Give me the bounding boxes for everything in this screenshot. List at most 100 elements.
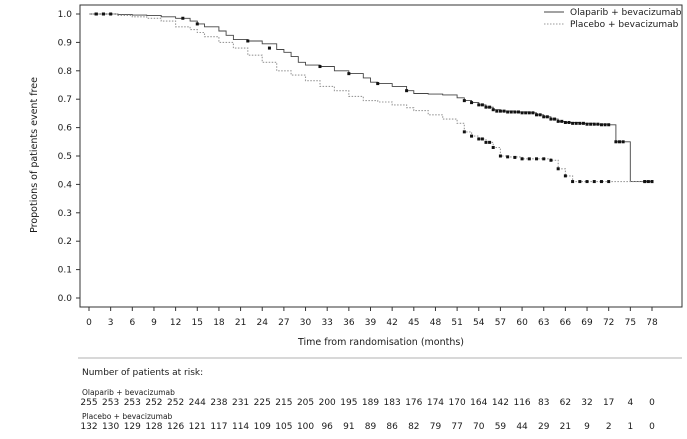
- censor-mark-olaparib: [267, 46, 271, 50]
- censor-mark-placebo: [578, 180, 582, 184]
- y-tick-label: 0.0: [58, 294, 73, 304]
- censor-mark-olaparib: [535, 113, 539, 117]
- x-tick-label: 57: [495, 318, 506, 328]
- x-tick-label: 18: [213, 318, 225, 328]
- censor-mark-olaparib: [556, 119, 560, 123]
- censor-mark-olaparib: [509, 110, 513, 114]
- censor-mark-placebo: [571, 180, 575, 184]
- censor-mark-placebo: [94, 12, 98, 16]
- x-tick-label: 48: [430, 318, 442, 328]
- y-axis-label: Propotions of patients event free: [29, 77, 40, 233]
- x-tick-label: 12: [170, 318, 181, 328]
- x-tick-label: 9: [151, 318, 157, 328]
- censor-mark-olaparib: [527, 111, 531, 115]
- censor-mark-placebo: [513, 155, 517, 159]
- x-tick-label: 0: [86, 318, 92, 328]
- x-tick-label: 54: [473, 318, 485, 328]
- censor-mark-placebo: [643, 180, 647, 184]
- x-tick-label: 66: [560, 318, 572, 328]
- censor-mark-olaparib: [480, 103, 484, 107]
- plot-frame: [79, 4, 683, 308]
- censor-mark-placebo: [650, 180, 654, 184]
- y-tick-label: 1.0: [58, 10, 73, 20]
- legend-label-olaparib: Olaparib + bevacizumab: [570, 8, 682, 18]
- censor-mark-placebo: [484, 140, 488, 144]
- x-tick-label: 6: [129, 318, 135, 328]
- censor-mark-placebo: [520, 157, 524, 161]
- y-tick-label: 0.1: [58, 266, 72, 276]
- censor-mark-olaparib: [347, 72, 351, 76]
- y-tick-label: 0.4: [58, 180, 73, 190]
- y-tick-label: 0.2: [58, 237, 72, 247]
- legend: Olaparib + bevacizumab Placebo + bevaciz…: [544, 8, 682, 30]
- x-tick-label: 72: [603, 318, 614, 328]
- y-tick-label: 0.6: [58, 124, 73, 134]
- x-tick-label: 60: [516, 318, 528, 328]
- censor-mark-olaparib: [578, 121, 582, 125]
- y-axis: 0.0 0.1 0.2 0.3 0.4 0.5 0.6 0.7 0.8 0.9 1.0: [58, 10, 80, 304]
- censor-mark-olaparib: [462, 99, 466, 103]
- censor-mark-olaparib: [506, 110, 510, 114]
- censor-mark-olaparib: [376, 82, 380, 86]
- censor-mark-placebo: [563, 174, 567, 178]
- censor-mark-olaparib: [109, 12, 113, 16]
- censor-mark-olaparib: [585, 122, 589, 126]
- x-tick-label: 27: [278, 318, 289, 328]
- censor-mark-olaparib: [498, 109, 502, 113]
- censor-mark-olaparib: [470, 101, 474, 105]
- censor-mark-olaparib: [318, 65, 322, 69]
- y-tick-label: 0.3: [58, 209, 72, 219]
- censor-mark-olaparib: [495, 109, 499, 113]
- x-tick-label: 36: [343, 318, 355, 328]
- censor-mark-placebo: [480, 137, 484, 141]
- censor-mark-olaparib: [618, 140, 622, 144]
- censor-mark-placebo: [470, 134, 474, 138]
- censor-mark-olaparib: [596, 122, 600, 126]
- censor-mark-olaparib: [581, 121, 585, 125]
- series-line-olaparib: [89, 13, 652, 183]
- censor-mark-placebo: [462, 130, 466, 134]
- censor-mark-olaparib: [542, 115, 546, 119]
- censor-mark-placebo: [498, 154, 502, 158]
- censor-mark-olaparib: [531, 111, 535, 115]
- censor-mark-olaparib: [621, 140, 625, 144]
- censor-mark-olaparib: [560, 119, 564, 123]
- censor-mark-placebo: [556, 167, 560, 171]
- censor-mark-placebo: [549, 158, 553, 162]
- censor-mark-placebo: [477, 137, 481, 141]
- series-layer: [89, 13, 652, 183]
- censor-mark-olaparib: [516, 110, 520, 114]
- x-tick-label: 39: [365, 318, 377, 328]
- x-tick-label: 33: [321, 318, 332, 328]
- censor-mark-olaparib: [538, 113, 542, 117]
- x-tick-label: 63: [538, 318, 549, 328]
- censor-mark-placebo: [101, 12, 105, 16]
- censor-mark-olaparib: [520, 111, 524, 115]
- x-tick-label: 24: [257, 318, 269, 328]
- censor-mark-olaparib: [484, 105, 488, 109]
- x-tick-label: 21: [235, 318, 246, 328]
- censor-mark-placebo: [506, 155, 510, 159]
- x-axis: 0 3 6 9 12 15 18 21 24 27 30 33 36 39 42 45 48 51 54 57 60 63…: [86, 307, 658, 328]
- x-axis-label: Time from randomisation (months): [297, 337, 464, 348]
- censor-mark-olaparib: [592, 122, 596, 126]
- censor-mark-olaparib: [553, 117, 557, 121]
- censor-mark-olaparib: [607, 123, 611, 127]
- censor-mark-olaparib: [614, 140, 618, 144]
- censor-mark-olaparib: [524, 111, 528, 115]
- censor-mark-olaparib: [589, 122, 593, 126]
- censor-mark-olaparib: [477, 103, 481, 107]
- y-tick-label: 0.7: [58, 95, 72, 105]
- y-tick-label: 0.9: [58, 38, 73, 48]
- y-tick-label: 0.8: [58, 67, 73, 77]
- censor-mark-olaparib: [545, 115, 549, 119]
- censor-mark-placebo: [491, 145, 495, 149]
- censor-mark-olaparib: [574, 121, 578, 125]
- x-tick-label: 69: [581, 318, 593, 328]
- censor-mark-placebo: [607, 180, 611, 184]
- censor-mark-olaparib: [603, 123, 607, 127]
- y-tick-label: 0.5: [58, 152, 72, 162]
- censor-mark-olaparib: [491, 108, 495, 112]
- censor-mark-olaparib: [405, 89, 409, 93]
